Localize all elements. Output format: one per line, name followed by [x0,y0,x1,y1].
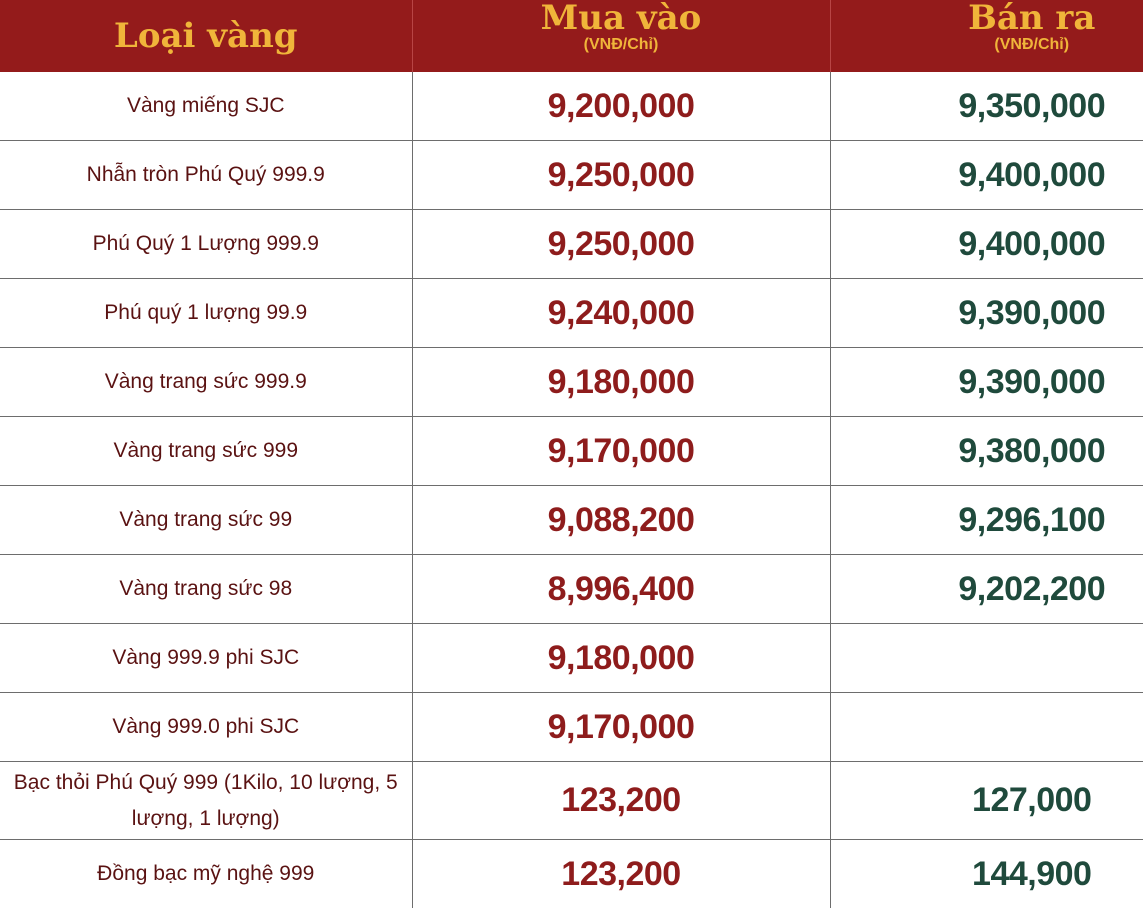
table-row: Phú quý 1 lượng 99.9 9,240,000 9,390,000 [0,278,1143,348]
gold-type-cell: Vàng trang sức 999.9 [0,347,413,417]
buy-price-cell: 9,250,000 [412,209,831,279]
sell-price-cell: 144,900 [830,839,1143,908]
gold-type-cell: Vàng trang sức 99 [0,485,413,555]
header-buy-label: Mua vào [540,0,702,38]
buy-price-cell: 9,240,000 [412,278,831,348]
header-row: Loại vàng Mua vào (VNĐ/Chỉ) Bán ra (VNĐ/… [0,0,1143,72]
header-sell-label: Bán ra [968,0,1096,38]
sell-price-cell: 9,202,200 [830,554,1143,624]
buy-price-cell: 9,200,000 [412,72,831,141]
header-gold-type-label: Loại vàng [113,16,298,56]
header-sell-unit: (VNĐ/Chỉ) [994,36,1070,53]
header-buy: Mua vào (VNĐ/Chỉ) [412,0,831,72]
header-sell: Bán ra (VNĐ/Chỉ) [830,0,1143,72]
sell-price-cell: 9,350,000 [958,86,1106,125]
sell-price-cell: 9,390,000 [830,278,1143,348]
buy-price-cell: 9,250,000 [412,140,831,210]
gold-type-cell: Phú Quý 1 Lượng 999.9 [0,209,413,279]
buy-price-cell: 123,200 [412,761,831,840]
table-row: Vàng 999.0 phi SJC 9,170,000 [0,692,1143,762]
buy-price-cell: 8,996,400 [412,554,831,624]
table-body: Vàng miếng SJC 9,200,000 9,350,000 Nhẫn … [0,72,1143,908]
table-row: Vàng trang sức 999.9 9,180,000 9,390,000 [0,347,1143,417]
header-buy-unit: (VNĐ/Chỉ) [583,36,659,53]
sell-price-cell: 9,296,100 [830,485,1143,555]
table-row: Phú Quý 1 Lượng 999.9 9,250,000 9,400,00… [0,209,1143,279]
gold-type-cell: Phú quý 1 lượng 99.9 [0,278,413,348]
buy-price-cell: 9,170,000 [412,692,831,762]
sell-price-cell: 9,380,000 [830,416,1143,486]
table-row: Bạc thỏi Phú Quý 999 (1Kilo, 10 lượng, 5… [0,761,1143,840]
sell-price-cell: 9,390,000 [830,347,1143,417]
header-gold-type: Loại vàng [0,0,413,72]
gold-type-cell: Đồng bạc mỹ nghệ 999 [0,839,413,908]
buy-price-cell: 9,170,000 [412,416,831,486]
gold-type-cell: Vàng 999.9 phi SJC [0,623,413,693]
gold-type-cell: Nhẫn tròn Phú Quý 999.9 [0,140,413,210]
table-header: Loại vàng Mua vào (VNĐ/Chỉ) Bán ra (VNĐ/… [0,0,1143,72]
sell-price-cell: 127,000 [830,761,1143,840]
sell-price-cell [830,623,1143,693]
table-row: Vàng trang sức 98 8,996,400 9,202,200 [0,554,1143,624]
gold-type-cell: Vàng 999.0 phi SJC [0,692,413,762]
table-row: Vàng trang sức 99 9,088,200 9,296,100 [0,485,1143,555]
buy-price-cell: 9,088,200 [412,485,831,555]
table-row: Vàng 999.9 phi SJC 9,180,000 [0,623,1143,693]
buy-price-cell: 9,180,000 [412,623,831,693]
buy-price-cell: 123,200 [412,839,831,908]
sell-price-cell: 9,400,000 [830,140,1143,210]
gold-type-cell: Vàng miếng SJC [0,72,413,141]
table-row: Vàng trang sức 999 9,170,000 9,380,000 [0,416,1143,486]
gold-type-cell: Vàng trang sức 999 [0,416,413,486]
buy-price-cell: 9,180,000 [412,347,831,417]
table-row: Vàng miếng SJC 9,200,000 9,350,000 [0,72,1143,141]
sell-price-cell: 9,400,000 [830,209,1143,279]
table-row: Đồng bạc mỹ nghệ 999 123,200 144,900 [0,839,1143,908]
table-row: Nhẫn tròn Phú Quý 999.9 9,250,000 9,400,… [0,140,1143,210]
sell-price-cell [830,692,1143,762]
gold-type-cell: Vàng trang sức 98 [0,554,413,624]
gold-type-cell: Bạc thỏi Phú Quý 999 (1Kilo, 10 lượng, 5… [0,761,413,840]
